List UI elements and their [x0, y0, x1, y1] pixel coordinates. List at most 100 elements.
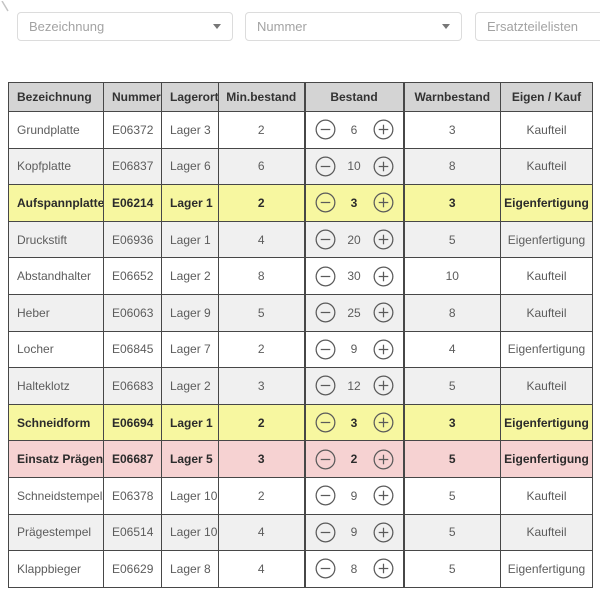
- table-row: Locher E06845 Lager 7 2 9: [8, 330, 593, 369]
- decrease-stock-button[interactable]: [315, 156, 336, 177]
- bezeichnung-filter-dropdown[interactable]: Bezeichnung: [17, 12, 233, 41]
- cell-bestand: 9: [303, 476, 405, 515]
- increase-stock-button[interactable]: [373, 266, 394, 287]
- filter-bar: Bezeichnung Nummer: [0, 0, 600, 60]
- cell-min-bestand: 2: [218, 184, 305, 222]
- table-row: Aufspannplatte E06214 Lager 1 2 3: [8, 184, 593, 222]
- cell-nummer: E06063: [103, 293, 162, 332]
- cell-nummer: E06683: [103, 367, 162, 405]
- corner-mark: [0, 0, 10, 12]
- decrease-stock-button[interactable]: [315, 266, 336, 287]
- decrease-stock-button[interactable]: [315, 522, 336, 543]
- increase-stock-button[interactable]: [373, 192, 394, 213]
- cell-eigen-kauf: Kaufteil: [500, 257, 593, 295]
- cell-eigen-kauf: Eigenfertigung: [500, 550, 593, 588]
- cell-warnbestand: 5: [403, 476, 501, 515]
- increase-stock-button[interactable]: [373, 558, 394, 579]
- increase-stock-button[interactable]: [373, 119, 394, 140]
- bestand-stepper: 3: [307, 412, 402, 433]
- increase-stock-button[interactable]: [373, 522, 394, 543]
- bestand-stepper: 8: [307, 558, 402, 579]
- decrease-stock-button[interactable]: [315, 119, 336, 140]
- decrease-stock-button[interactable]: [315, 485, 336, 506]
- bestand-stepper: 3: [307, 192, 402, 213]
- cell-lagerort: Lager 2: [161, 367, 219, 405]
- table-row: Schneidstempel E06378 Lager 10 2 9: [8, 476, 593, 515]
- cell-bezeichnung: Prägestempel: [8, 513, 104, 552]
- bestand-value: 25: [347, 305, 361, 320]
- decrease-stock-button[interactable]: [315, 558, 336, 579]
- table-header-row: Bezeichnung Nummer Lagerort Min.bestand …: [8, 82, 593, 112]
- cell-lagerort: Lager 10: [161, 476, 219, 515]
- cell-nummer: E06372: [103, 111, 162, 149]
- bezeichnung-filter-label: Bezeichnung: [29, 19, 105, 34]
- cell-min-bestand: 6: [218, 147, 305, 186]
- cell-lagerort: Lager 1: [161, 403, 219, 442]
- decrease-stock-button[interactable]: [315, 375, 336, 396]
- cell-bezeichnung: Einsatz Prägen: [8, 440, 104, 478]
- bestand-value: 12: [347, 378, 361, 393]
- cell-warnbestand: 5: [403, 550, 501, 588]
- increase-stock-button[interactable]: [373, 412, 394, 433]
- parts-inventory-table: Bezeichnung Nummer Lagerort Min.bestand …: [8, 82, 593, 588]
- cell-lagerort: Lager 6: [161, 147, 219, 186]
- bestand-value: 2: [350, 452, 358, 467]
- cell-min-bestand: 4: [218, 220, 305, 259]
- cell-lagerort: Lager 2: [161, 257, 219, 295]
- decrease-stock-button[interactable]: [315, 339, 336, 360]
- cell-bezeichnung: Halteklotz: [8, 367, 104, 405]
- column-header-bestand: Bestand: [303, 82, 405, 112]
- cell-nummer: E06936: [103, 220, 162, 259]
- column-header-eigen-kauf: Eigen / Kauf: [500, 82, 593, 112]
- decrease-stock-button[interactable]: [315, 192, 336, 213]
- cell-bezeichnung: Druckstift: [8, 220, 104, 259]
- increase-stock-button[interactable]: [373, 229, 394, 250]
- cell-warnbestand: 5: [403, 220, 501, 259]
- cell-min-bestand: 2: [218, 330, 305, 369]
- cell-bestand: 8: [303, 550, 405, 588]
- bestand-value: 20: [347, 232, 361, 247]
- cell-nummer: E06687: [103, 440, 162, 478]
- cell-nummer: E06845: [103, 330, 162, 369]
- cell-bezeichnung: Locher: [8, 330, 104, 369]
- table-row: Einsatz Prägen E06687 Lager 5 3 2: [8, 440, 593, 478]
- increase-stock-button[interactable]: [373, 449, 394, 470]
- cell-nummer: E06652: [103, 257, 162, 295]
- cell-bestand: 6: [303, 111, 405, 149]
- ersatzteilelisten-input[interactable]: [475, 12, 600, 41]
- cell-min-bestand: 5: [218, 293, 305, 332]
- decrease-stock-button[interactable]: [315, 229, 336, 250]
- cell-lagerort: Lager 5: [161, 440, 219, 478]
- cell-min-bestand: 2: [218, 476, 305, 515]
- bestand-stepper: 20: [307, 229, 402, 250]
- decrease-stock-button[interactable]: [315, 449, 336, 470]
- increase-stock-button[interactable]: [373, 302, 394, 323]
- cell-eigen-kauf: Kaufteil: [500, 293, 593, 332]
- cell-bestand: 2: [303, 440, 405, 478]
- bestand-value: 30: [347, 269, 361, 284]
- column-header-nummer: Nummer: [103, 82, 162, 112]
- increase-stock-button[interactable]: [373, 339, 394, 360]
- cell-nummer: E06514: [103, 513, 162, 552]
- nummer-filter-dropdown[interactable]: Nummer: [245, 12, 462, 41]
- cell-bestand: 9: [303, 330, 405, 369]
- cell-bestand: 9: [303, 513, 405, 552]
- cell-eigen-kauf: Eigenfertigung: [500, 440, 593, 478]
- increase-stock-button[interactable]: [373, 156, 394, 177]
- cell-eigen-kauf: Kaufteil: [500, 367, 593, 405]
- cell-nummer: E06378: [103, 476, 162, 515]
- cell-warnbestand: 3: [403, 184, 501, 222]
- cell-warnbestand: 10: [403, 257, 501, 295]
- table-row: Heber E06063 Lager 9 5 25: [8, 293, 593, 332]
- decrease-stock-button[interactable]: [315, 302, 336, 323]
- increase-stock-button[interactable]: [373, 375, 394, 396]
- cell-eigen-kauf: Eigenfertigung: [500, 403, 593, 442]
- cell-bestand: 10: [303, 147, 405, 186]
- decrease-stock-button[interactable]: [315, 412, 336, 433]
- bestand-value: 10: [347, 159, 361, 174]
- increase-stock-button[interactable]: [373, 485, 394, 506]
- cell-bestand: 20: [303, 220, 405, 259]
- cell-eigen-kauf: Kaufteil: [500, 111, 593, 149]
- cell-nummer: E06629: [103, 550, 162, 588]
- table-row: Prägestempel E06514 Lager 10 4 9: [8, 513, 593, 552]
